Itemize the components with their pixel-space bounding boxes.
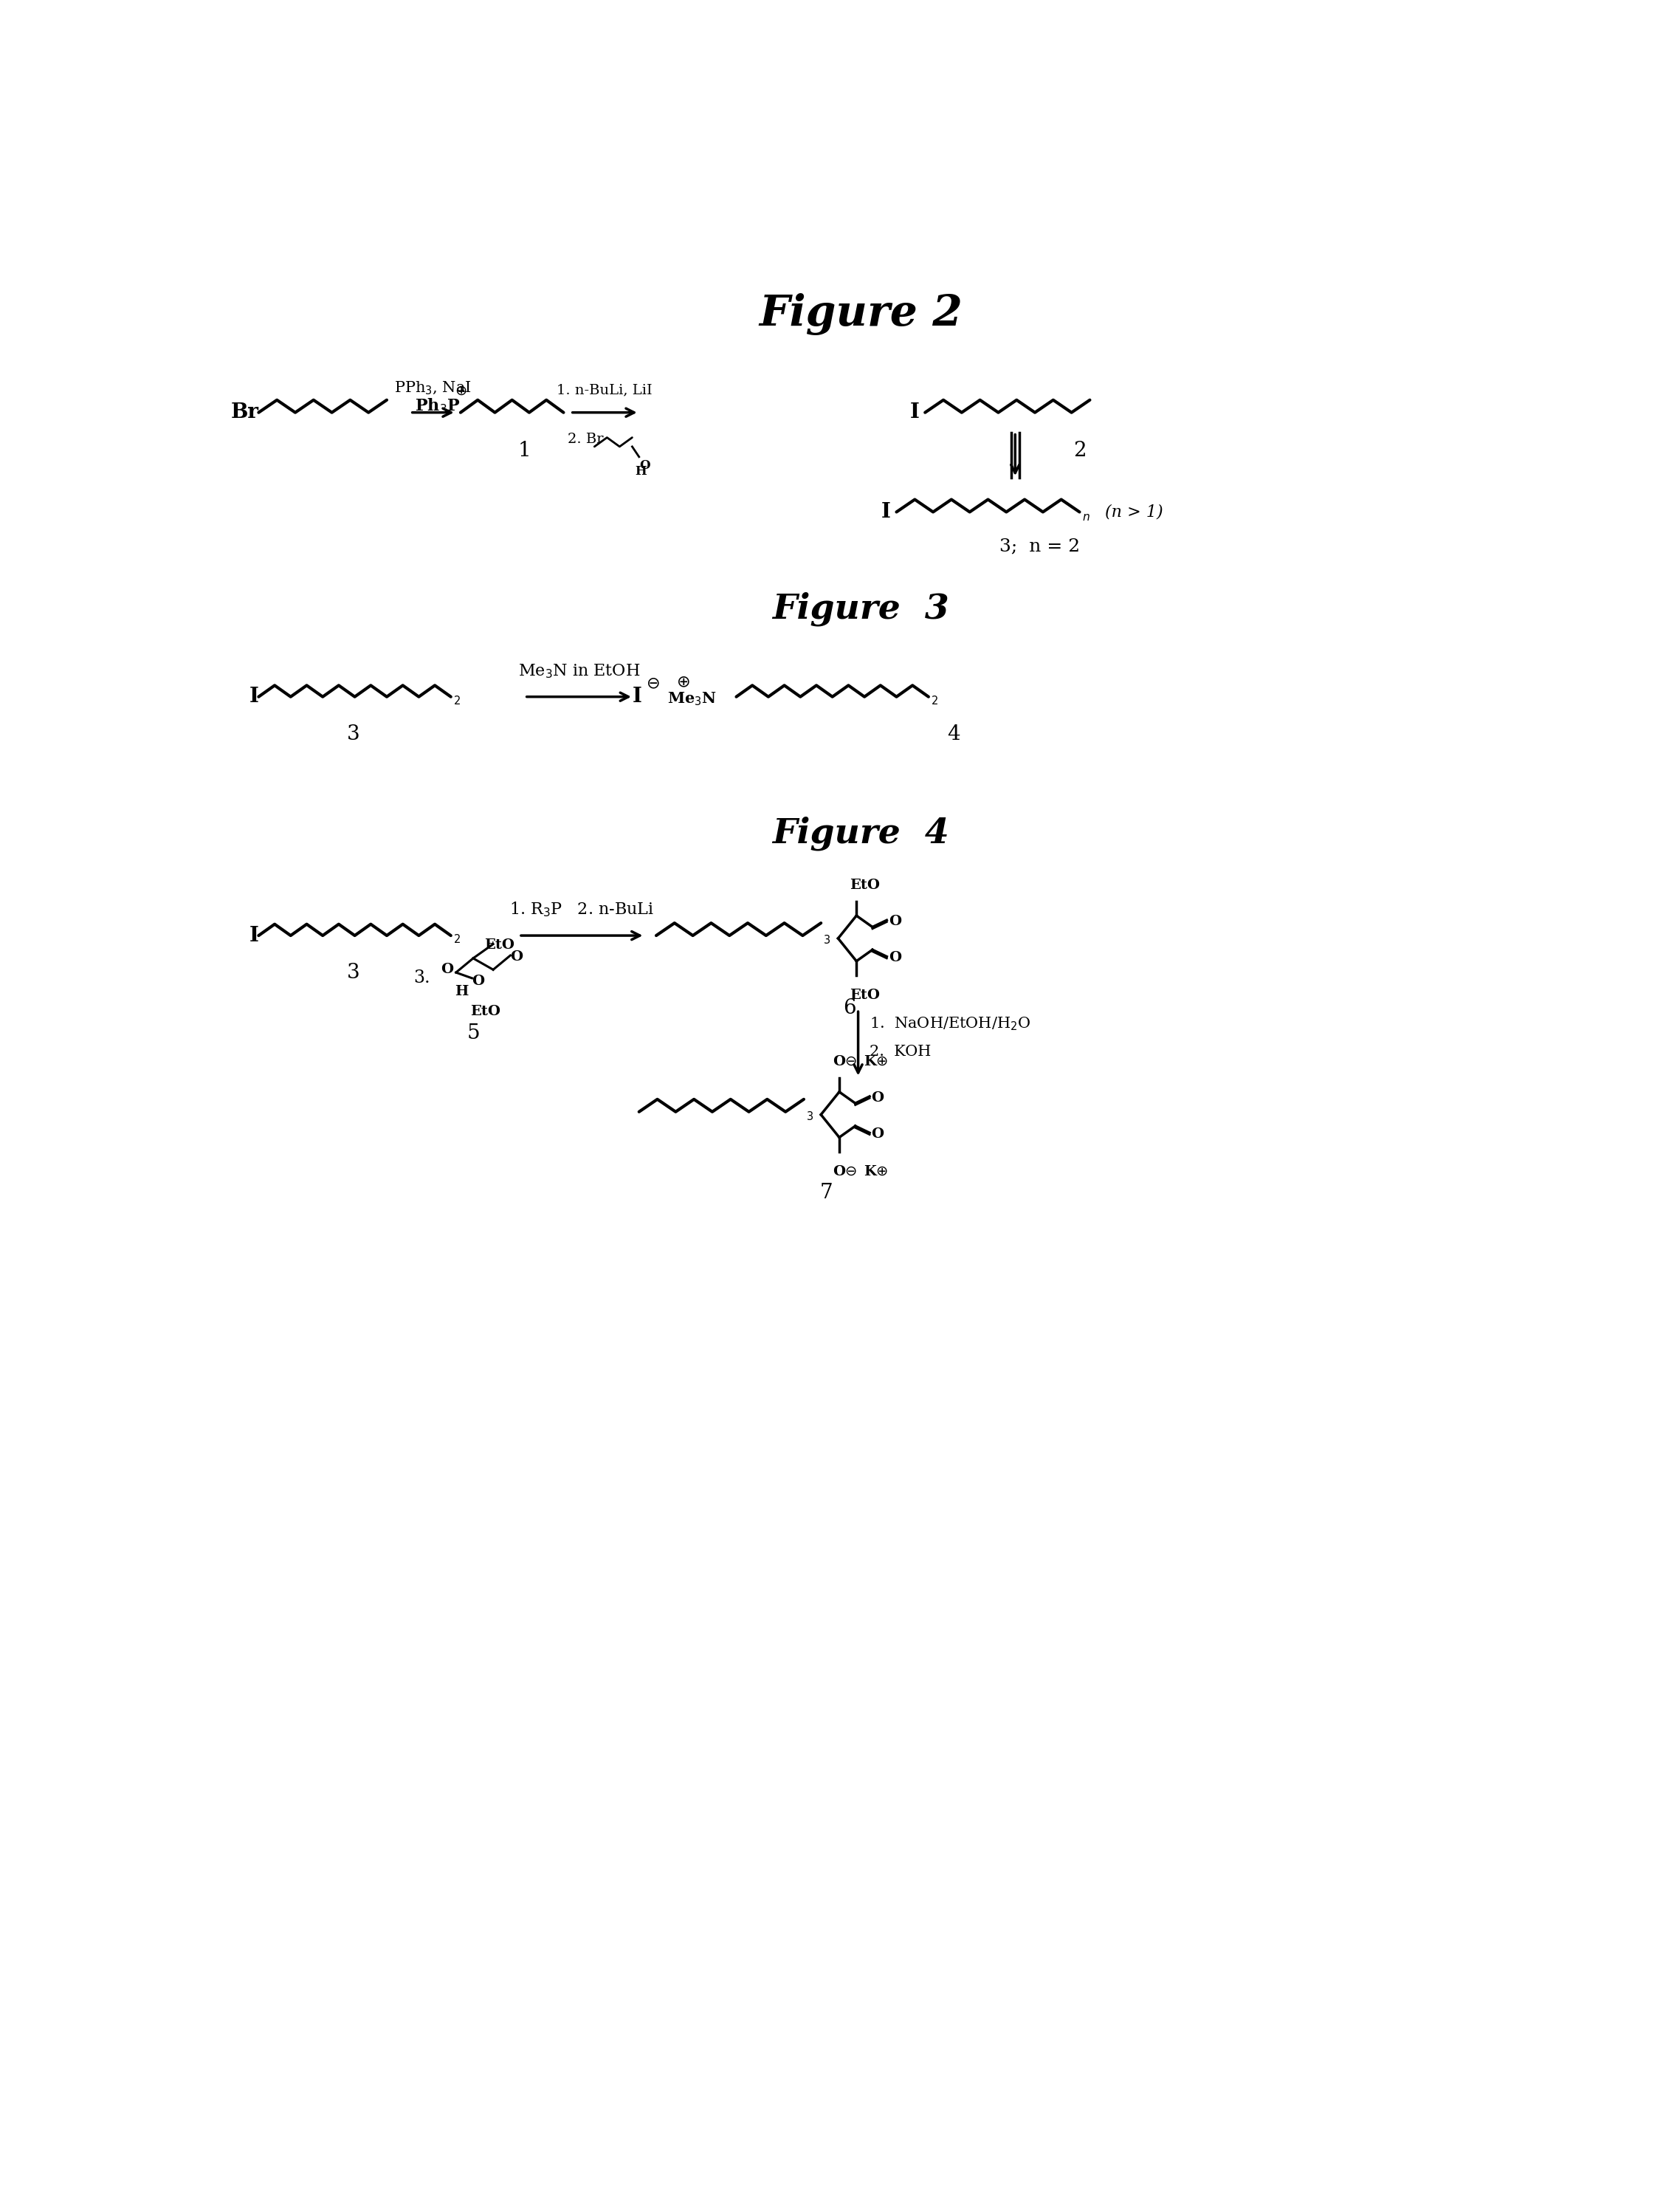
Text: $_2$: $_2$ [931, 693, 937, 707]
Text: O$\ominus$: O$\ominus$ [832, 1164, 857, 1178]
Text: 2: 2 [1074, 440, 1085, 460]
Text: $_n$: $_n$ [1082, 506, 1090, 524]
Text: K$\oplus$: K$\oplus$ [864, 1054, 889, 1067]
Text: I: I [632, 687, 642, 707]
Text: $\ominus$: $\ominus$ [645, 678, 660, 691]
Text: O: O [640, 460, 650, 471]
Text: Me$_3$N: Me$_3$N [667, 691, 717, 707]
Text: H: H [455, 984, 469, 997]
Text: I: I [249, 687, 259, 707]
Text: 3: 3 [346, 724, 360, 744]
Text: K$\oplus$: K$\oplus$ [864, 1164, 889, 1178]
Text: Ph$_3$P: Ph$_3$P [415, 396, 460, 414]
Text: Figure 2: Figure 2 [759, 293, 963, 335]
Text: EtO: EtO [470, 1006, 501, 1019]
Text: EtO: EtO [850, 988, 880, 1001]
Text: 3;  n = 2: 3; n = 2 [1000, 537, 1080, 555]
Text: O: O [889, 916, 900, 929]
Text: (n > 1): (n > 1) [1105, 504, 1163, 519]
Text: $\oplus$: $\oplus$ [677, 676, 690, 689]
Text: 1. R$_3$P   2. n-BuLi: 1. R$_3$P 2. n-BuLi [509, 900, 654, 918]
Text: O: O [872, 1127, 884, 1140]
Text: 1.  NaOH/EtOH/H$_2$O: 1. NaOH/EtOH/H$_2$O [870, 1015, 1032, 1032]
Text: $_2$: $_2$ [454, 931, 460, 946]
Text: $_2$: $_2$ [454, 693, 460, 707]
Text: O: O [472, 975, 484, 988]
Text: 2.  KOH: 2. KOH [870, 1045, 931, 1059]
Text: 1: 1 [517, 440, 531, 460]
Text: Br: Br [230, 403, 259, 423]
Text: Figure  3: Figure 3 [773, 592, 949, 625]
Text: O: O [889, 951, 900, 964]
Text: $_3$: $_3$ [823, 931, 832, 946]
Text: O: O [872, 1092, 884, 1105]
Text: 4: 4 [948, 724, 961, 744]
Text: O: O [440, 964, 454, 977]
Text: I: I [882, 502, 890, 522]
Text: I: I [911, 403, 919, 423]
Text: $\oplus$: $\oplus$ [455, 383, 467, 398]
Text: $_3$: $_3$ [806, 1107, 813, 1123]
Text: EtO: EtO [850, 878, 880, 891]
Text: O: O [511, 951, 522, 964]
Text: Figure  4: Figure 4 [773, 817, 949, 850]
Text: H: H [635, 464, 647, 478]
Text: 1. n-BuLi, LiI: 1. n-BuLi, LiI [556, 383, 652, 396]
Text: Me$_3$N in EtOH: Me$_3$N in EtOH [517, 663, 640, 680]
Text: EtO: EtO [484, 938, 514, 951]
Text: PPh$_3$, NaI: PPh$_3$, NaI [395, 381, 472, 396]
Text: 7: 7 [820, 1182, 833, 1202]
Text: 2. Br: 2. Br [568, 431, 603, 445]
Text: 3.: 3. [413, 971, 430, 986]
Text: 6: 6 [843, 997, 857, 1019]
Text: 5: 5 [467, 1023, 480, 1043]
Text: O$\ominus$: O$\ominus$ [832, 1054, 857, 1067]
Text: 3: 3 [346, 962, 360, 984]
Text: I: I [249, 927, 259, 946]
